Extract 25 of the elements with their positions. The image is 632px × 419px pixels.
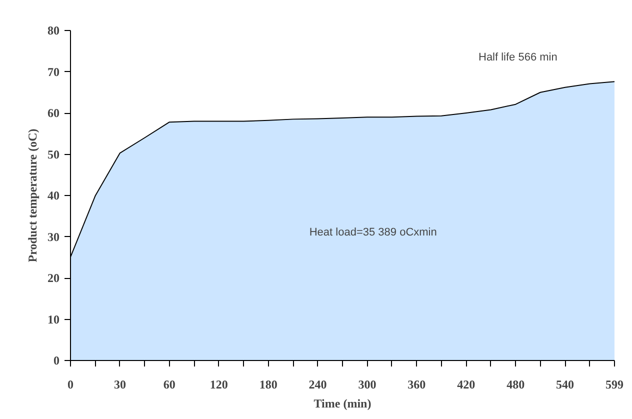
x-tick-label: 240 <box>308 378 327 392</box>
x-tick-label: 60 <box>163 378 176 392</box>
y-tick-label: 0 <box>54 354 60 368</box>
x-tick-label: 0 <box>68 378 74 392</box>
y-tick-label: 30 <box>48 230 60 244</box>
x-tick-label: 300 <box>358 378 376 392</box>
y-tick-label: 20 <box>48 271 60 285</box>
annotation: Half life 566 min <box>478 52 558 64</box>
y-tick-label: 60 <box>48 106 60 120</box>
annotation: Heat load=35 389 oCxmin <box>309 226 437 238</box>
y-tick-label: 70 <box>48 64 60 79</box>
x-tick-label: 599 <box>606 378 624 392</box>
y-tick-label: 80 <box>48 24 60 38</box>
x-tick-label: 180 <box>259 378 278 392</box>
x-axis-title: Time (min) <box>314 396 372 410</box>
y-tick-label: 10 <box>48 312 60 326</box>
x-tick-label: 480 <box>506 378 525 392</box>
y-tick-label: 40 <box>48 188 60 202</box>
x-tick-label: 420 <box>457 378 476 392</box>
y-axis-title: Product temperature (oC) <box>26 128 40 262</box>
x-tick-label: 540 <box>556 378 574 392</box>
y-tick-label: 50 <box>48 147 60 162</box>
x-tick-label: 360 <box>408 378 426 392</box>
x-tick-label: 30 <box>114 378 126 392</box>
x-tick-label: 120 <box>210 378 228 392</box>
